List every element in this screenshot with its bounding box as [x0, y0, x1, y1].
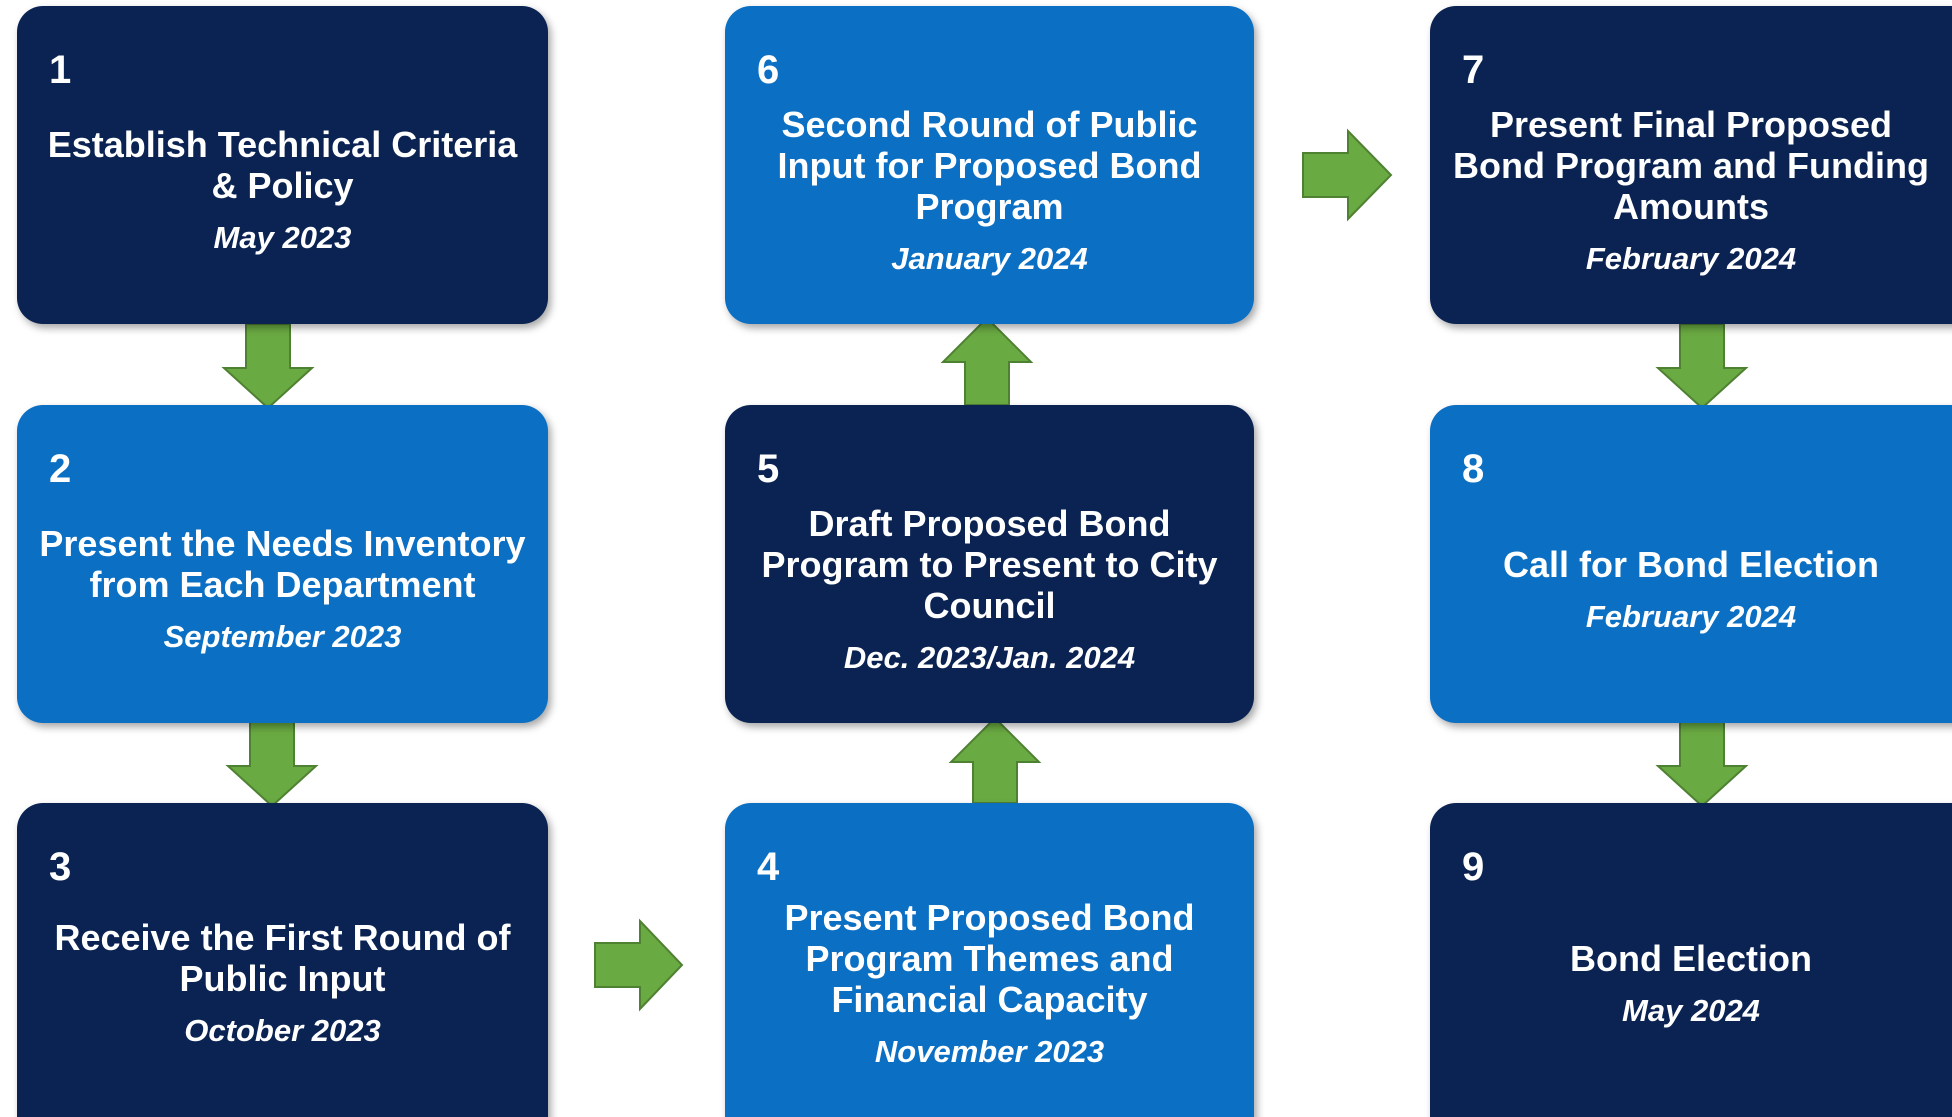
step-box: 1 Establish Technical Criteria & Policy Ma…	[17, 6, 548, 324]
step-box: 2 Present the Needs Inventory from Each D…	[17, 405, 548, 723]
step-date: May 2023	[213, 220, 352, 255]
step-date: October 2023	[184, 1013, 381, 1048]
step-date: January 2024	[891, 240, 1088, 276]
step-box: 6 Second Round of Public Input for Propos…	[725, 6, 1254, 324]
step-date: Dec. 2023/Jan. 2024	[843, 639, 1136, 675]
step-box: 3 Receive the First Round of Public Input…	[17, 803, 548, 1117]
step-date: February 2024	[1585, 240, 1797, 276]
arrow-up	[948, 716, 1042, 804]
step-date: February 2024	[1585, 598, 1797, 634]
step-title: Second Round of Public Input for Propose…	[777, 103, 1202, 227]
step-title: Present Proposed Bond Program Themes and…	[784, 896, 1195, 1020]
step-title: Draft Proposed Bond Program to Present t…	[761, 502, 1218, 626]
step-number: 7	[1462, 48, 1485, 92]
step-number: 4	[757, 845, 780, 889]
step-date: November 2023	[874, 1033, 1105, 1069]
step-number: 5	[757, 447, 780, 491]
step-title: Establish Technical Criteria & Policy	[47, 124, 518, 206]
step-box: 8 Call for Bond Election February 2024	[1430, 405, 1952, 723]
step-number: 6	[757, 48, 780, 92]
step-title: Bond Election	[1570, 937, 1812, 979]
step-number: 9	[1462, 845, 1485, 889]
step-date: September 2023	[163, 619, 402, 654]
step-title: Call for Bond Election	[1502, 543, 1879, 585]
step-box: 9 Bond Election May 2024	[1430, 803, 1952, 1117]
step-number: 2	[49, 447, 72, 491]
arrow-down	[1655, 323, 1749, 410]
step-number: 1	[49, 48, 72, 92]
arrow-up	[940, 316, 1034, 406]
arrow-right	[1302, 128, 1393, 222]
arrow-right	[594, 918, 684, 1012]
step-box: 7 Present Final Proposed Bond Program and…	[1430, 6, 1952, 324]
arrow-down	[225, 721, 319, 808]
arrow-down	[221, 323, 315, 410]
step-title: Present Final Proposed Bond Program and …	[1453, 103, 1929, 227]
step-number: 3	[49, 845, 72, 889]
step-date: May 2024	[1622, 992, 1760, 1028]
arrow-down	[1655, 721, 1749, 808]
step-title: Receive the First Round of Public Input	[54, 917, 511, 999]
step-box: 5 Draft Proposed Bond Program to Present …	[725, 405, 1254, 723]
step-number: 8	[1462, 447, 1485, 491]
step-title: Present the Needs Inventory from Each De…	[39, 523, 526, 605]
step-box: 4 Present Proposed Bond Program Themes an…	[725, 803, 1254, 1117]
